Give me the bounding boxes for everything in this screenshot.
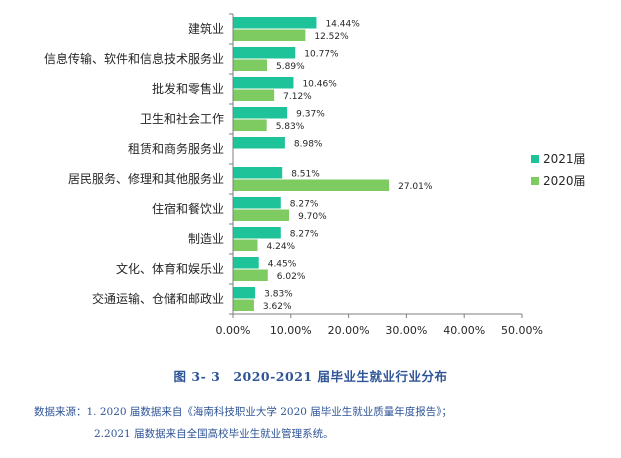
data-label: 4.24% — [267, 242, 296, 252]
bar-2021 — [233, 257, 259, 269]
source-note-line-2: 2.2021 届数据来自全国高校毕业生就业管理系统。 — [94, 428, 334, 440]
bar-2021 — [233, 47, 296, 59]
x-tick-label: 50.00% — [501, 324, 543, 337]
bar-2021 — [233, 167, 283, 179]
bar-2020 — [233, 29, 306, 41]
legend-label: 2020届 — [543, 174, 586, 188]
category-label: 租赁和商务服务业 — [128, 141, 224, 156]
data-label: 10.46% — [302, 79, 337, 89]
category-label: 卫生和社会工作 — [140, 111, 224, 126]
data-label: 8.27% — [290, 229, 319, 239]
data-label: 5.83% — [276, 122, 305, 132]
data-label: 9.37% — [296, 109, 325, 119]
data-label: 4.45% — [268, 259, 297, 269]
bar-2021 — [233, 197, 281, 209]
category-label: 文化、体育和娱乐业 — [116, 261, 224, 276]
x-tick-label: 40.00% — [443, 324, 485, 337]
data-label: 14.44% — [325, 19, 360, 29]
data-label: 8.51% — [291, 169, 320, 179]
data-label: 6.02% — [277, 272, 306, 282]
bar-2020 — [233, 89, 275, 101]
x-tick-labels: 0.00% 10.00% 20.00% 30.00% 40.00% 50.00% — [216, 324, 543, 337]
x-tick-marks — [229, 13, 523, 318]
bars — [233, 17, 390, 311]
data-label: 5.89% — [276, 62, 305, 72]
category-label: 住宿和餐饮业 — [152, 201, 224, 216]
bar-2021 — [233, 227, 281, 239]
bar-2021 — [233, 287, 256, 299]
bar-2020 — [233, 179, 390, 191]
category-label: 制造业 — [188, 232, 224, 246]
bar-2020 — [233, 209, 290, 221]
category-label: 交通运输、仓储和邮政业 — [92, 291, 224, 306]
x-tick-label: 10.00% — [270, 324, 312, 337]
data-label: 27.01% — [398, 182, 433, 192]
category-label: 信息传输、软件和信息技术服务业 — [44, 51, 224, 66]
legend-swatch — [531, 155, 539, 163]
bar-2020 — [233, 239, 258, 251]
bar-2020 — [233, 269, 268, 281]
data-label: 10.77% — [304, 49, 339, 59]
value-labels: 14.44% 12.52% 10.77% 5.89% 10.46% 7.12% 9.37% 5… — [263, 19, 433, 312]
category-label: 批发和零售业 — [152, 81, 224, 96]
bar-2020 — [233, 299, 254, 311]
bar-2021 — [233, 107, 288, 119]
legend: 2021届 2020届 — [531, 152, 586, 188]
source-note-line-1: 数据来源：1. 2020 届数据来自《海南科技职业大学 2020 届毕业生就业质… — [34, 406, 453, 418]
legend-swatch — [531, 177, 539, 185]
figure-caption: 图 3- 3 2020-2021 届毕业生就业行业分布 — [173, 369, 448, 384]
bar-2021 — [233, 137, 285, 149]
bar-2021 — [233, 17, 317, 29]
category-labels: 建筑业信息传输、软件和信息技术服务业批发和零售业卫生和社会工作租赁和商务服务业居… — [44, 21, 224, 306]
bar-2020 — [233, 59, 268, 71]
bar-2021 — [233, 77, 294, 89]
x-tick-label: 20.00% — [328, 324, 370, 337]
x-tick-label: 0.00% — [216, 324, 251, 337]
data-label: 8.98% — [294, 139, 323, 149]
data-label: 7.12% — [283, 92, 312, 102]
category-label: 居民服务、修理和其他服务业 — [68, 171, 224, 186]
industry-distribution-chart: 建筑业信息传输、软件和信息技术服务业批发和零售业卫生和社会工作租赁和商务服务业居… — [44, 13, 586, 337]
data-label: 12.52% — [314, 32, 349, 42]
bar-2020 — [233, 119, 267, 131]
data-label: 9.70% — [298, 212, 327, 222]
data-label: 3.62% — [263, 302, 292, 312]
category-label: 建筑业 — [188, 21, 224, 36]
data-label: 8.27% — [290, 199, 319, 209]
legend-label: 2021届 — [543, 152, 586, 166]
x-tick-label: 30.00% — [385, 324, 427, 337]
data-label: 3.83% — [264, 289, 293, 299]
